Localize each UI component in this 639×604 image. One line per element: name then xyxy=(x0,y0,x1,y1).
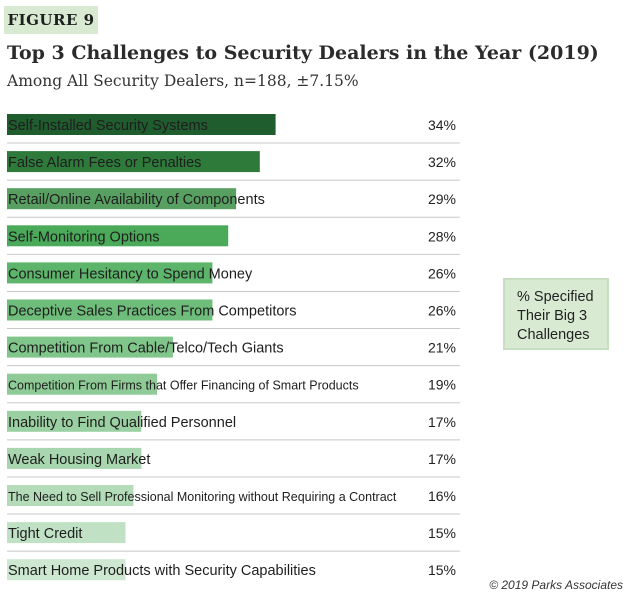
category-label: Consumer Hesitancy to Spend Money xyxy=(8,266,253,282)
bar xyxy=(7,410,142,432)
bar xyxy=(7,188,237,210)
legend-box: % Specified Their Big 3 Challenges xyxy=(503,278,609,350)
value-label: 21% xyxy=(428,340,456,356)
category-label: Retail/Online Availability of Components xyxy=(8,192,265,208)
bar xyxy=(7,559,126,581)
category-label: Inability to Find Qualified Personnel xyxy=(8,415,236,431)
value-label: 19% xyxy=(428,377,456,393)
category-label: The Need to Sell Professional Monitoring… xyxy=(8,490,397,504)
bar xyxy=(7,299,213,321)
bar-chart: Self-Installed Security Systems 34% False … xyxy=(7,114,460,581)
value-label: 17% xyxy=(428,414,456,430)
bar xyxy=(7,151,260,173)
value-label: 26% xyxy=(428,265,456,281)
figure-label: FIGURE 9 xyxy=(4,6,98,34)
bar xyxy=(7,336,173,358)
category-label: Self-Monitoring Options xyxy=(8,229,160,245)
bar xyxy=(7,447,142,469)
bar xyxy=(7,114,276,135)
value-label: 15% xyxy=(428,562,456,578)
value-label: 16% xyxy=(428,488,456,504)
value-label: 29% xyxy=(428,191,456,207)
chart-title: Top 3 Challenges to Security Dealers in … xyxy=(7,42,599,64)
bar xyxy=(7,485,134,506)
category-label: Weak Housing Market xyxy=(8,452,150,468)
category-label: Tight Credit xyxy=(8,526,82,542)
chart-subtitle: Among All Security Dealers, n=188, ±7.15… xyxy=(7,72,359,90)
copyright: © 2019 Parks Associates xyxy=(489,578,623,592)
bar xyxy=(7,225,229,247)
value-label: 17% xyxy=(428,451,456,467)
category-label: Self-Installed Security Systems xyxy=(8,118,208,134)
value-label: 32% xyxy=(428,154,456,170)
category-label: Competition From Firms that Offer Financ… xyxy=(8,379,359,393)
category-label: Deceptive Sales Practices From Competito… xyxy=(8,304,297,320)
value-label: 34% xyxy=(428,117,456,133)
value-label: 28% xyxy=(428,228,456,244)
value-label: 26% xyxy=(428,303,456,319)
bar xyxy=(7,522,126,544)
category-label: Competition From Cable/Telco/Tech Giants xyxy=(8,341,284,357)
bar xyxy=(7,262,213,284)
category-label: False Alarm Fees or Penalties xyxy=(8,155,201,171)
value-label: 15% xyxy=(428,525,456,541)
bar xyxy=(7,373,158,395)
category-label: Smart Home Products with Security Capabi… xyxy=(8,563,316,579)
